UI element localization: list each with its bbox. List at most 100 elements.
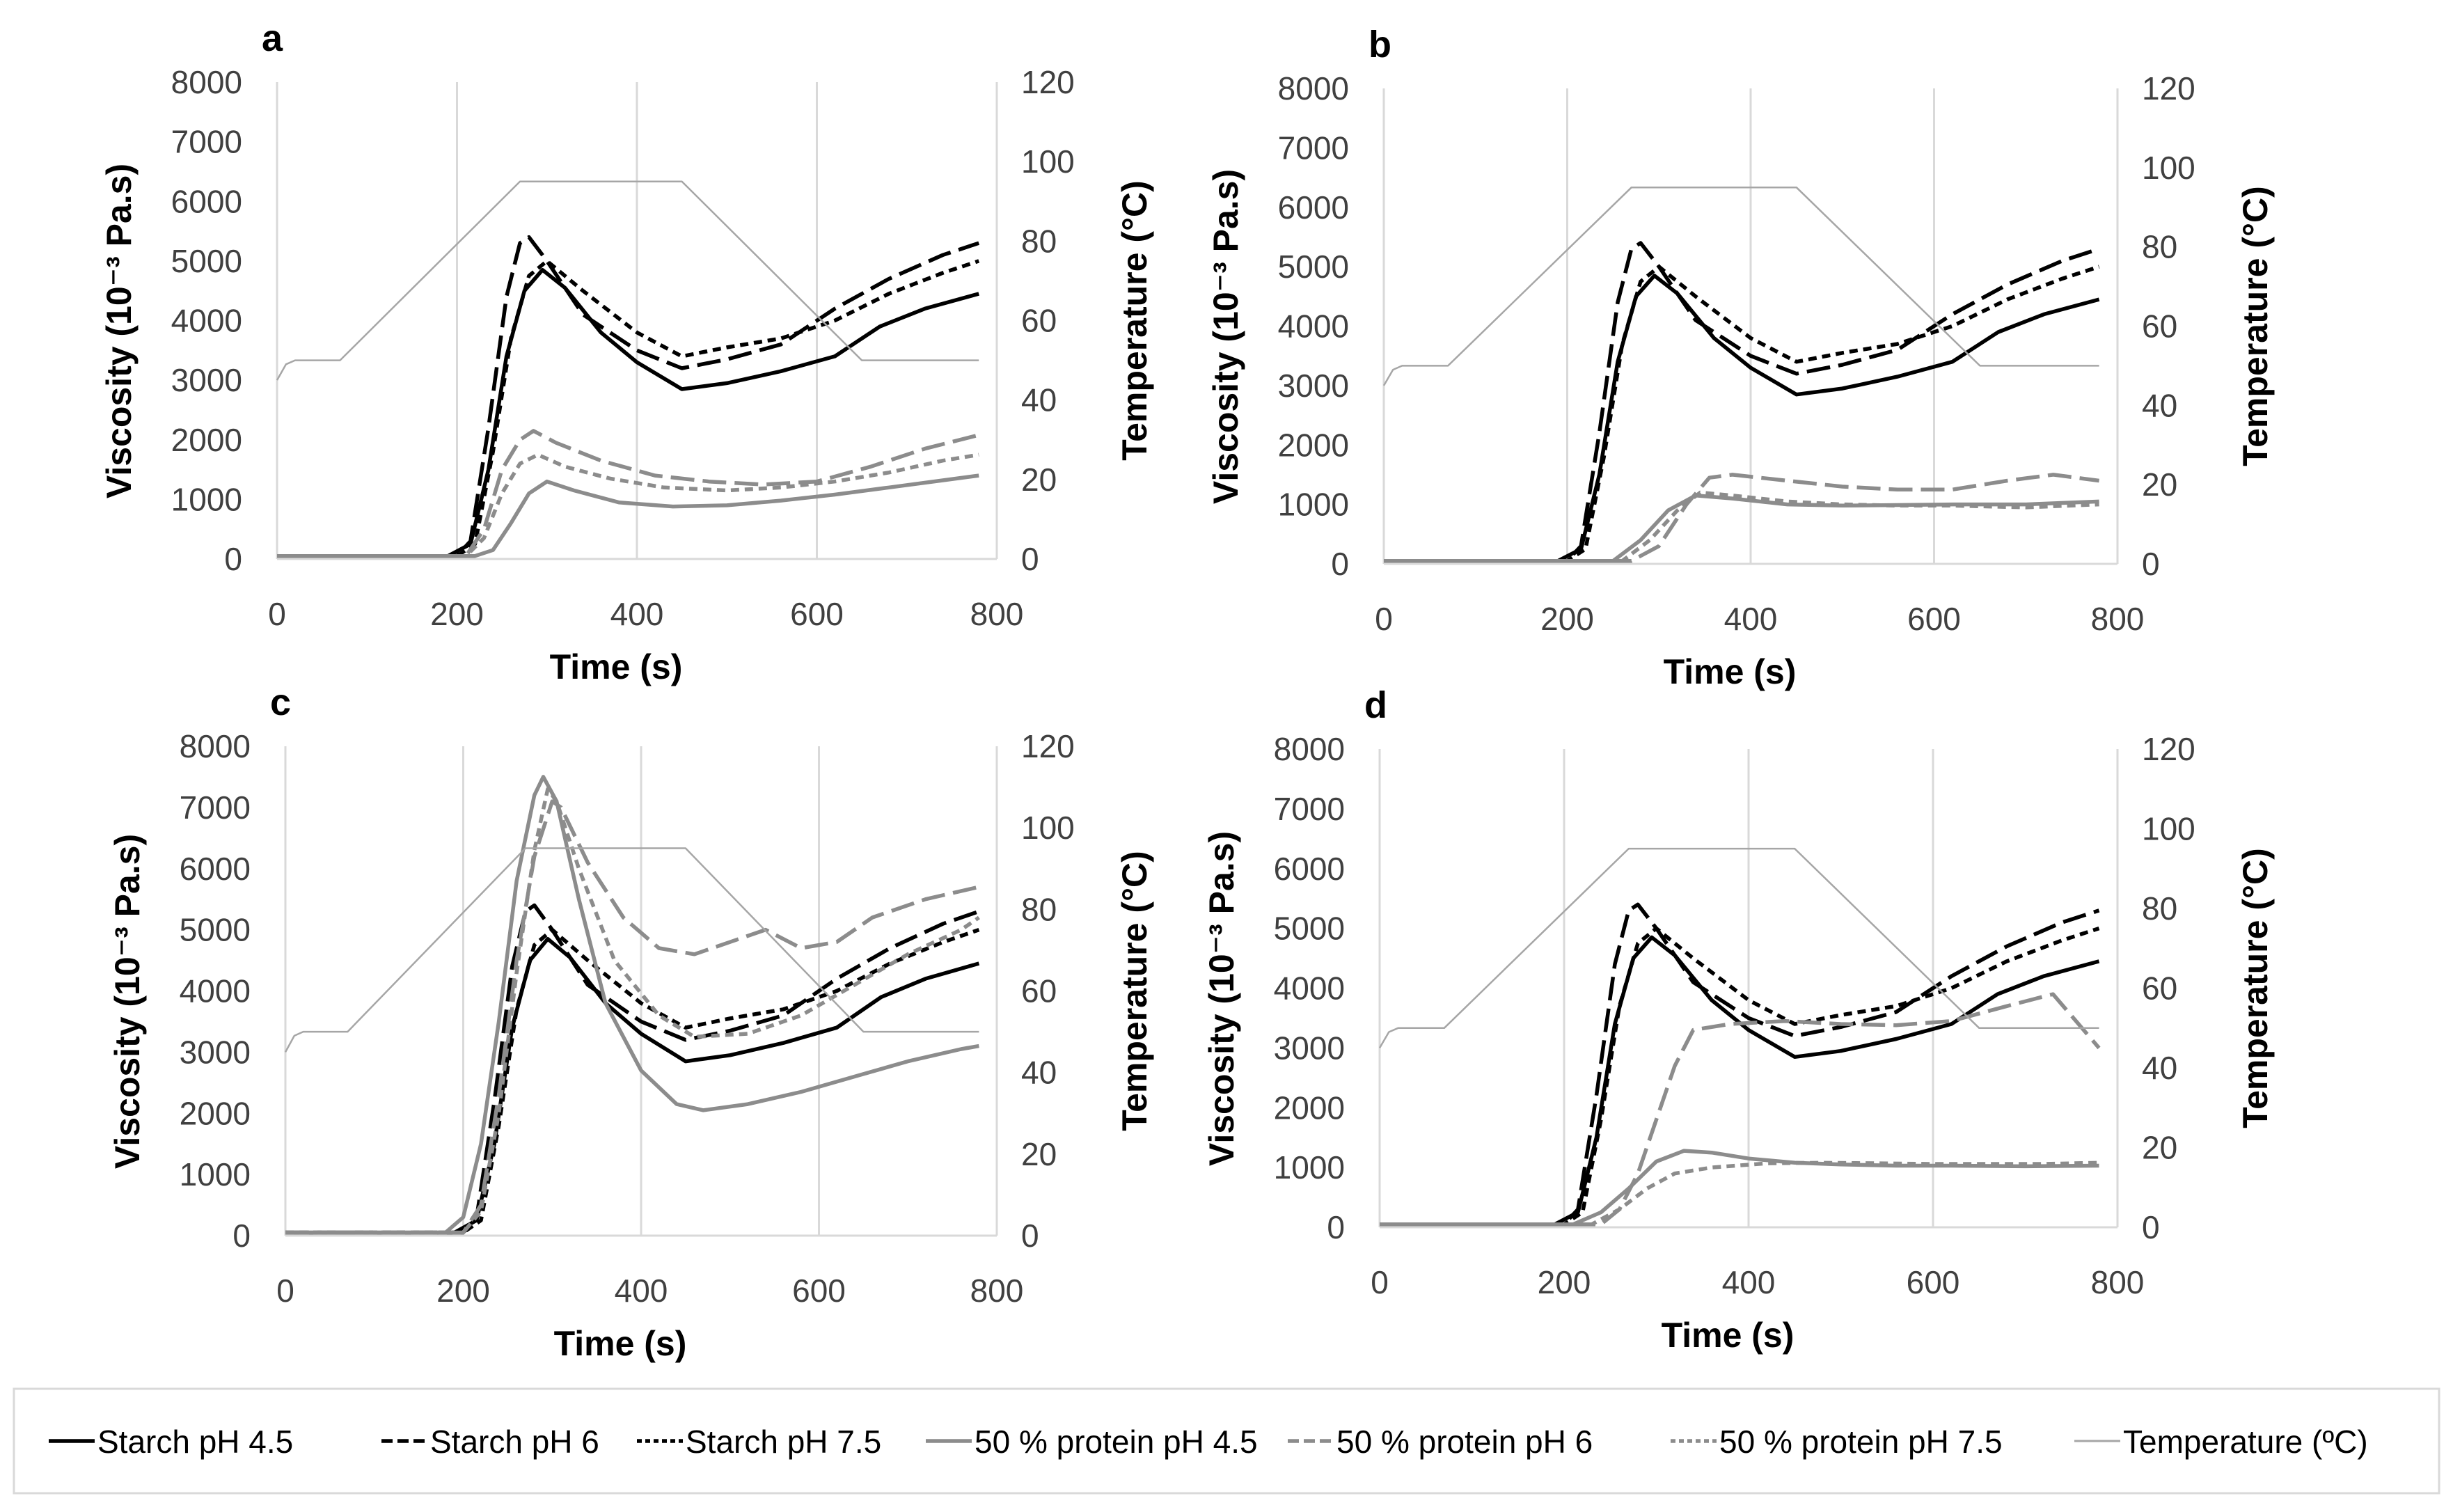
y-tick-label: 7000 <box>180 789 251 826</box>
y2-tick-label: 80 <box>2142 890 2177 927</box>
y2-axis-label: Temperature (°C) <box>1115 180 1154 460</box>
y2-tick-label: 100 <box>2142 811 2195 847</box>
legend: Starch pH 4.5 Starch pH 6 Starch pH 7.5 50 … <box>13 1387 2440 1495</box>
y-tick-label: 6000 <box>1274 851 1345 887</box>
legend-label: 50 % protein pH 4.5 <box>975 1424 1258 1460</box>
y-axis-label: Viscosity (10⁻³ Pa.s) <box>1202 831 1241 1166</box>
y2-tick-label: 60 <box>1021 303 1057 339</box>
series-line-50-protein-ph-4-5 <box>277 473 979 558</box>
series-line-50-protein-ph-7-5 <box>1380 1160 2099 1227</box>
y-tick-label: 8000 <box>171 64 242 100</box>
y2-tick-label: 40 <box>2142 1050 2177 1086</box>
y2-tick-label: 0 <box>1021 1218 1039 1254</box>
y-tick-label: 2000 <box>1278 427 1349 463</box>
y2-tick-label: 80 <box>1021 223 1057 259</box>
y-tick-label: 6000 <box>180 851 251 887</box>
series-line-starch-ph-4-5 <box>277 267 979 558</box>
legend-item: Starch pH 4.5 <box>49 1424 293 1460</box>
y-axis-label: Viscosity (10⁻³ Pa.s) <box>108 834 147 1169</box>
y-tick-label: 7000 <box>1274 791 1345 827</box>
x-tick-label: 800 <box>970 596 1024 632</box>
y2-tick-label: 60 <box>1021 973 1057 1009</box>
x-tick-label: 800 <box>2091 601 2145 637</box>
x-tick-label: 0 <box>268 596 286 632</box>
series-line-50-protein-ph-6 <box>1380 992 2101 1227</box>
y2-axis-label: Temperature (°C) <box>2236 186 2275 466</box>
y2-tick-label: 80 <box>1021 891 1057 927</box>
legend-item: Starch pH 7.5 <box>637 1424 881 1460</box>
y2-axis-label: Temperature (°C) <box>2236 848 2275 1128</box>
x-tick-label: 200 <box>436 1273 490 1309</box>
x-tick-label: 200 <box>1538 1264 1591 1300</box>
y-tick-label: 1000 <box>1278 487 1349 523</box>
y-tick-label: 7000 <box>171 124 242 160</box>
series-line-starch-ph-6 <box>1380 902 2100 1227</box>
series-line-temperature-c- <box>284 847 979 1053</box>
x-tick-label: 800 <box>970 1273 1024 1309</box>
y2-tick-label: 120 <box>2142 70 2195 107</box>
legend-label: Starch pH 6 <box>430 1424 599 1460</box>
y2-tick-label: 0 <box>1021 541 1039 577</box>
x-tick-label: 200 <box>1540 601 1594 637</box>
y-tick-label: 5000 <box>1278 249 1349 285</box>
y-tick-label: 5000 <box>171 243 242 279</box>
y-tick-label: 8000 <box>1274 731 1345 767</box>
x-tick-label: 600 <box>792 1273 846 1309</box>
y-tick-label: 6000 <box>1278 189 1349 226</box>
y2-tick-label: 40 <box>1021 1055 1057 1091</box>
y-tick-label: 2000 <box>171 422 242 458</box>
y-tick-label: 0 <box>1327 1209 1345 1245</box>
legend-item: Starch pH 6 <box>381 1424 599 1460</box>
y-tick-label: 4000 <box>171 303 242 339</box>
y-tick-label: 4000 <box>180 973 251 1009</box>
series-line-starch-ph-6 <box>277 235 980 558</box>
y-tick-label: 3000 <box>180 1034 251 1070</box>
y-tick-label: 0 <box>224 541 242 577</box>
legend-item: 50 % protein pH 4.5 <box>926 1424 1258 1460</box>
y2-tick-label: 60 <box>2142 308 2177 345</box>
y2-tick-label: 100 <box>1021 810 1075 846</box>
panel-b: 0 200 400 600 800010002000300040005000600070… <box>1206 24 2275 691</box>
panel-letter: b <box>1369 24 1391 65</box>
legend-label: 50 % protein pH 7.5 <box>1719 1424 2003 1460</box>
y2-tick-label: 100 <box>2142 150 2195 186</box>
series-line-starch-ph-7-5 <box>1380 926 2100 1227</box>
series-line-starch-ph-6 <box>1384 241 2100 563</box>
chart-panels: 0 200 400 600 800010002000300040005000600070… <box>100 17 2275 1363</box>
x-tick-label: 0 <box>276 1273 294 1309</box>
y2-tick-label: 0 <box>2142 546 2160 582</box>
y-tick-label: 8000 <box>180 728 251 764</box>
y-tick-label: 2000 <box>180 1095 251 1131</box>
legend-label: Temperature (ºC) <box>2123 1424 2368 1460</box>
legend-label: Starch pH 7.5 <box>686 1424 881 1460</box>
panel-letter: c <box>270 682 291 723</box>
series-line-starch-ph-4-5 <box>1380 935 2100 1227</box>
y2-tick-label: 100 <box>1021 143 1075 180</box>
x-tick-label: 600 <box>790 596 844 632</box>
series-line-50-protein-ph-7-5 <box>285 787 980 1235</box>
series-line-50-protein-ph-7-5 <box>277 452 979 558</box>
x-axis-label: Time (s) <box>1662 1316 1795 1355</box>
series-line-50-protein-ph-7-5 <box>1384 490 2099 563</box>
y2-tick-label: 40 <box>1021 382 1057 418</box>
y-tick-label: 1000 <box>171 481 242 517</box>
series-line-50-protein-ph-4-5 <box>1384 494 2099 563</box>
y-tick-label: 3000 <box>1274 1030 1345 1066</box>
x-tick-label: 400 <box>1724 601 1778 637</box>
y2-tick-label: 20 <box>2142 466 2177 503</box>
y-axis-label: Viscosity (10⁻³ Pa.s) <box>100 164 139 498</box>
panel-d: 0 200 400 600 800010002000300040005000600070… <box>1202 684 2275 1355</box>
series-line-starch-ph-4-5 <box>285 937 980 1235</box>
series-line-starch-ph-4-5 <box>1384 274 2100 563</box>
series-line-50-protein-ph-6 <box>1384 473 2099 563</box>
legend-item: Temperature (ºC) <box>2074 1424 2368 1460</box>
series-line-starch-ph-7-5 <box>285 927 980 1235</box>
panel-c: 0 200 400 600 800010002000300040005000600070… <box>108 682 1154 1363</box>
y-tick-label: 4000 <box>1278 308 1349 345</box>
legend-item: 50 % protein pH 7.5 <box>1671 1424 2003 1460</box>
y-tick-label: 8000 <box>1278 70 1349 107</box>
legend-label: 50 % protein pH 6 <box>1336 1424 1593 1460</box>
y2-tick-label: 120 <box>1021 64 1075 100</box>
y-tick-label: 4000 <box>1274 970 1345 1007</box>
